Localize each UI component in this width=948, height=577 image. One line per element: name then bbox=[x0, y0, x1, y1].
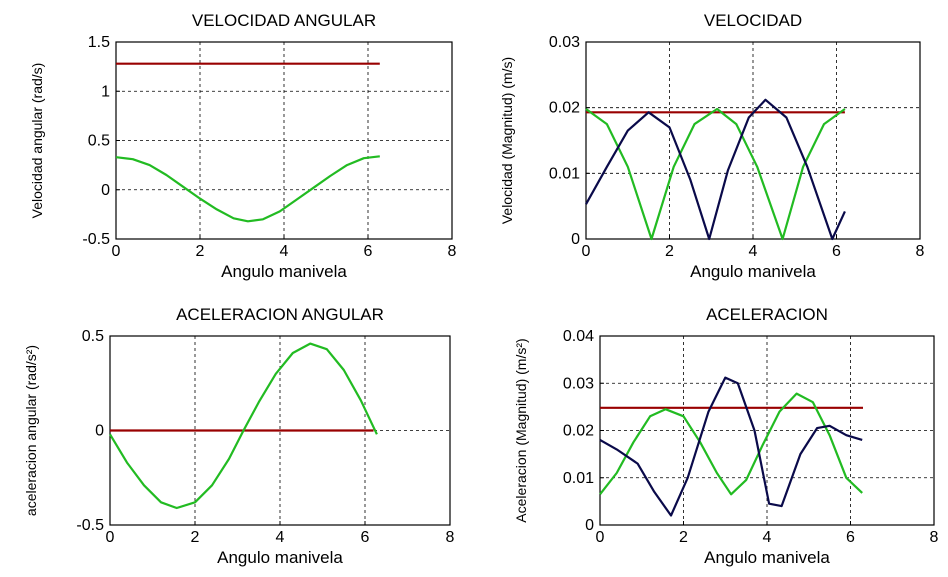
y-tick-label: 0.01 bbox=[563, 470, 594, 487]
x-tick-label: 4 bbox=[763, 529, 772, 546]
y-tick-label: 1.5 bbox=[88, 34, 110, 51]
x-axis-label: Angulo manivela bbox=[690, 262, 816, 281]
chart-title: VELOCIDAD ANGULAR bbox=[192, 11, 376, 30]
y-tick-label: 0.02 bbox=[563, 423, 594, 440]
x-tick-label: 0 bbox=[596, 529, 605, 546]
y-axis-label: Velocidad angular (rad/s) bbox=[29, 63, 45, 219]
y-tick-label: 0.03 bbox=[549, 34, 580, 51]
series-line-2 bbox=[585, 107, 846, 241]
x-axis-label: Angulo manivela bbox=[217, 548, 343, 567]
x-tick-label: 6 bbox=[832, 243, 841, 260]
x-axis-label: Angulo manivela bbox=[704, 548, 830, 567]
x-tick-label: 2 bbox=[196, 243, 205, 260]
y-tick-label: 0.03 bbox=[563, 375, 594, 392]
series-line-2 bbox=[109, 342, 378, 510]
y-tick-label: 0.5 bbox=[82, 328, 104, 345]
x-tick-label: 4 bbox=[280, 243, 289, 260]
series-line-3 bbox=[599, 376, 863, 517]
y-tick-label: 0 bbox=[95, 423, 104, 440]
x-tick-label: 4 bbox=[749, 243, 758, 260]
series-line-2 bbox=[115, 155, 380, 223]
y-tick-label: -0.5 bbox=[82, 231, 110, 248]
x-tick-label: 2 bbox=[665, 243, 674, 260]
y-tick-label: 0.01 bbox=[549, 165, 580, 182]
y-tick-label: 0.02 bbox=[549, 100, 580, 117]
x-axis-label: Angulo manivela bbox=[221, 262, 347, 281]
x-tick-label: 0 bbox=[106, 529, 115, 546]
chart-title: ACELERACION ANGULAR bbox=[176, 305, 384, 324]
chart-panel-2: 0 2 4 6 8 0 0.01 0.02 0.03 VELOCIDAD Angulo manive… bbox=[499, 11, 925, 281]
y-tick-label: 1 bbox=[101, 83, 110, 100]
y-tick-label: 0 bbox=[101, 182, 110, 199]
chart-title: ACELERACION bbox=[706, 305, 828, 324]
y-axis-label: aceleracion angular (rad/s²) bbox=[23, 345, 39, 516]
y-tick-label: -0.5 bbox=[76, 517, 104, 534]
chart-panel-4: 0 2 4 6 8 0 0.01 0.02 0.03 0.04 ACELERACION Angulo … bbox=[513, 305, 939, 567]
y-tick-label: 0 bbox=[585, 517, 594, 534]
x-tick-label: 8 bbox=[446, 529, 455, 546]
x-tick-label: 6 bbox=[846, 529, 855, 546]
series-line-3 bbox=[585, 98, 846, 241]
x-tick-label: 8 bbox=[916, 243, 925, 260]
y-axis-label: Aceleracion (Magnitud) (m/s²) bbox=[513, 338, 529, 522]
x-tick-label: 6 bbox=[364, 243, 373, 260]
y-tick-label: 0.04 bbox=[563, 328, 594, 345]
x-tick-label: 2 bbox=[679, 529, 688, 546]
chart-title: VELOCIDAD bbox=[704, 11, 802, 30]
y-tick-label: 0 bbox=[571, 231, 580, 248]
x-tick-label: 6 bbox=[361, 529, 370, 546]
x-tick-label: 8 bbox=[448, 243, 457, 260]
y-axis-label: Velocidad (Magnitud) (m/s) bbox=[499, 57, 515, 224]
series-line-2 bbox=[599, 392, 863, 496]
y-tick-label: 0.5 bbox=[88, 133, 110, 150]
x-tick-label: 8 bbox=[930, 529, 939, 546]
x-tick-label: 0 bbox=[582, 243, 591, 260]
x-tick-label: 2 bbox=[191, 529, 200, 546]
x-tick-label: 0 bbox=[112, 243, 121, 260]
x-tick-label: 4 bbox=[276, 529, 285, 546]
